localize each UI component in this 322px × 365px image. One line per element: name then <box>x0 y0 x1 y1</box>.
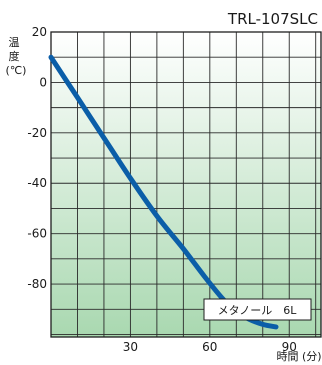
y-axis-label-char-2: 度 <box>9 49 20 63</box>
x-tick-labels: 30 60 90 <box>123 340 297 354</box>
plot-border <box>50 31 322 338</box>
y-tick-label: 0 <box>39 75 47 89</box>
chart-title: TRL-107SLC <box>227 10 318 28</box>
y-tick-label: -80 <box>27 277 47 291</box>
y-tick-labels: 20 0 -20 -40 -60 -80 <box>27 25 47 291</box>
y-tick-label: -60 <box>27 227 47 241</box>
x-tick-label: 30 <box>123 340 138 354</box>
legend-box <box>203 298 312 321</box>
x-axis-label: 時間 (分) <box>276 350 321 363</box>
legend-label: メタノール 6L <box>218 304 298 317</box>
x-tick-label: 90 <box>282 340 297 354</box>
plot-area <box>51 32 321 337</box>
y-tick-label: -40 <box>27 176 47 190</box>
y-axis-unit: (℃) <box>6 64 27 77</box>
y-tick-label: -20 <box>27 126 47 140</box>
legend: メタノール 6L <box>203 298 312 321</box>
x-tick-label: 60 <box>202 340 217 354</box>
y-tick-label: 20 <box>32 25 47 39</box>
y-axis-label-char-1: 温 <box>9 36 20 49</box>
